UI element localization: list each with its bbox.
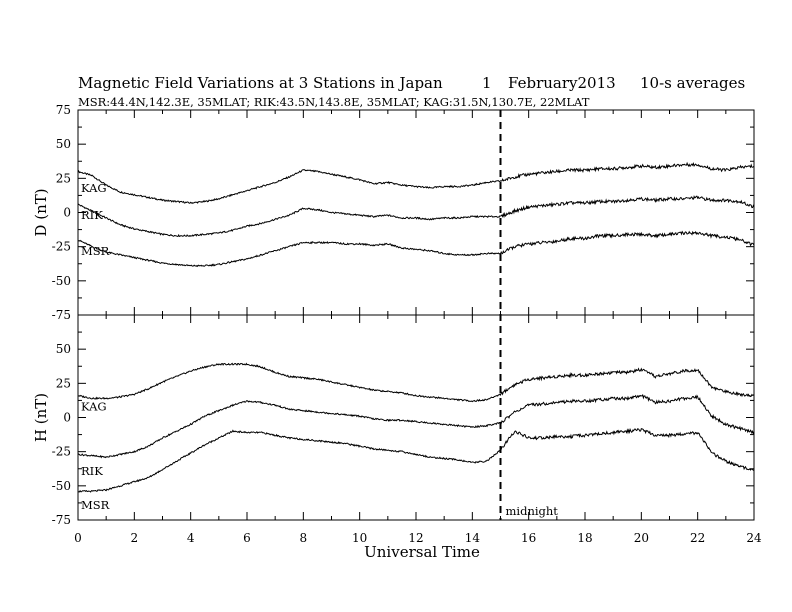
- x-tick-label: 24: [746, 531, 762, 545]
- y-tick-label: -75: [52, 513, 71, 527]
- y-tick-label: 50: [56, 342, 71, 356]
- chart-month-year: February2013: [508, 74, 616, 92]
- x-tick-label: 2: [131, 531, 139, 545]
- series-line-msr: [77, 427, 755, 493]
- x-tick-label: 16: [521, 531, 536, 545]
- chart-averaging: 10-s averages: [640, 74, 745, 92]
- y-tick-label: -75: [52, 308, 71, 322]
- series-label-msr: MSR: [81, 498, 110, 512]
- series-line-msr: [77, 230, 755, 268]
- series-label-kag: KAG: [81, 400, 107, 414]
- x-tick-label: 0: [74, 531, 82, 545]
- x-tick-label: 4: [187, 531, 195, 545]
- series-label-rik: RIK: [81, 464, 103, 478]
- series-label-msr: MSR: [81, 244, 110, 258]
- series-line-kag: [77, 362, 755, 403]
- panel-frame-0: [77, 109, 755, 316]
- y-tick-label: 0: [63, 411, 71, 425]
- x-tick-label: 8: [300, 531, 308, 545]
- x-tick-label: 20: [634, 531, 649, 545]
- y-tick-label: 75: [56, 103, 71, 117]
- x-tick-label: 6: [243, 531, 251, 545]
- station-coordinates: MSR:44.4N,142.3E, 35MLAT; RIK:43.5N,143.…: [78, 95, 590, 109]
- x-tick-label: 22: [690, 531, 705, 545]
- y-axis-label-0: D (nT): [32, 188, 50, 236]
- midnight-marker-label: midnight: [506, 504, 559, 518]
- chart-day: 1: [482, 74, 492, 92]
- series-line-kag: [77, 161, 755, 205]
- x-tick-label: 14: [465, 531, 481, 545]
- y-tick-label: -25: [52, 445, 71, 459]
- chart-title: Magnetic Field Variations at 3 Stations …: [78, 74, 443, 92]
- series-line-rik: [77, 195, 755, 238]
- x-axis-label: Universal Time: [364, 543, 480, 561]
- y-tick-label: 50: [56, 137, 71, 151]
- y-tick-label: -50: [52, 479, 71, 493]
- series-line-rik: [77, 393, 755, 459]
- series-label-rik: RIK: [81, 208, 103, 222]
- y-tick-label: -25: [52, 240, 71, 254]
- panel-frame-1: [77, 314, 755, 521]
- y-tick-label: 25: [56, 376, 71, 390]
- series-label-kag: KAG: [81, 181, 107, 195]
- y-tick-label: -50: [52, 274, 71, 288]
- y-tick-label: 25: [56, 171, 71, 185]
- x-tick-label: 18: [577, 531, 592, 545]
- x-tick-label: 12: [408, 531, 423, 545]
- x-tick-label: 10: [352, 531, 367, 545]
- y-tick-label: 0: [63, 206, 71, 220]
- y-axis-label-1: H (nT): [32, 393, 50, 442]
